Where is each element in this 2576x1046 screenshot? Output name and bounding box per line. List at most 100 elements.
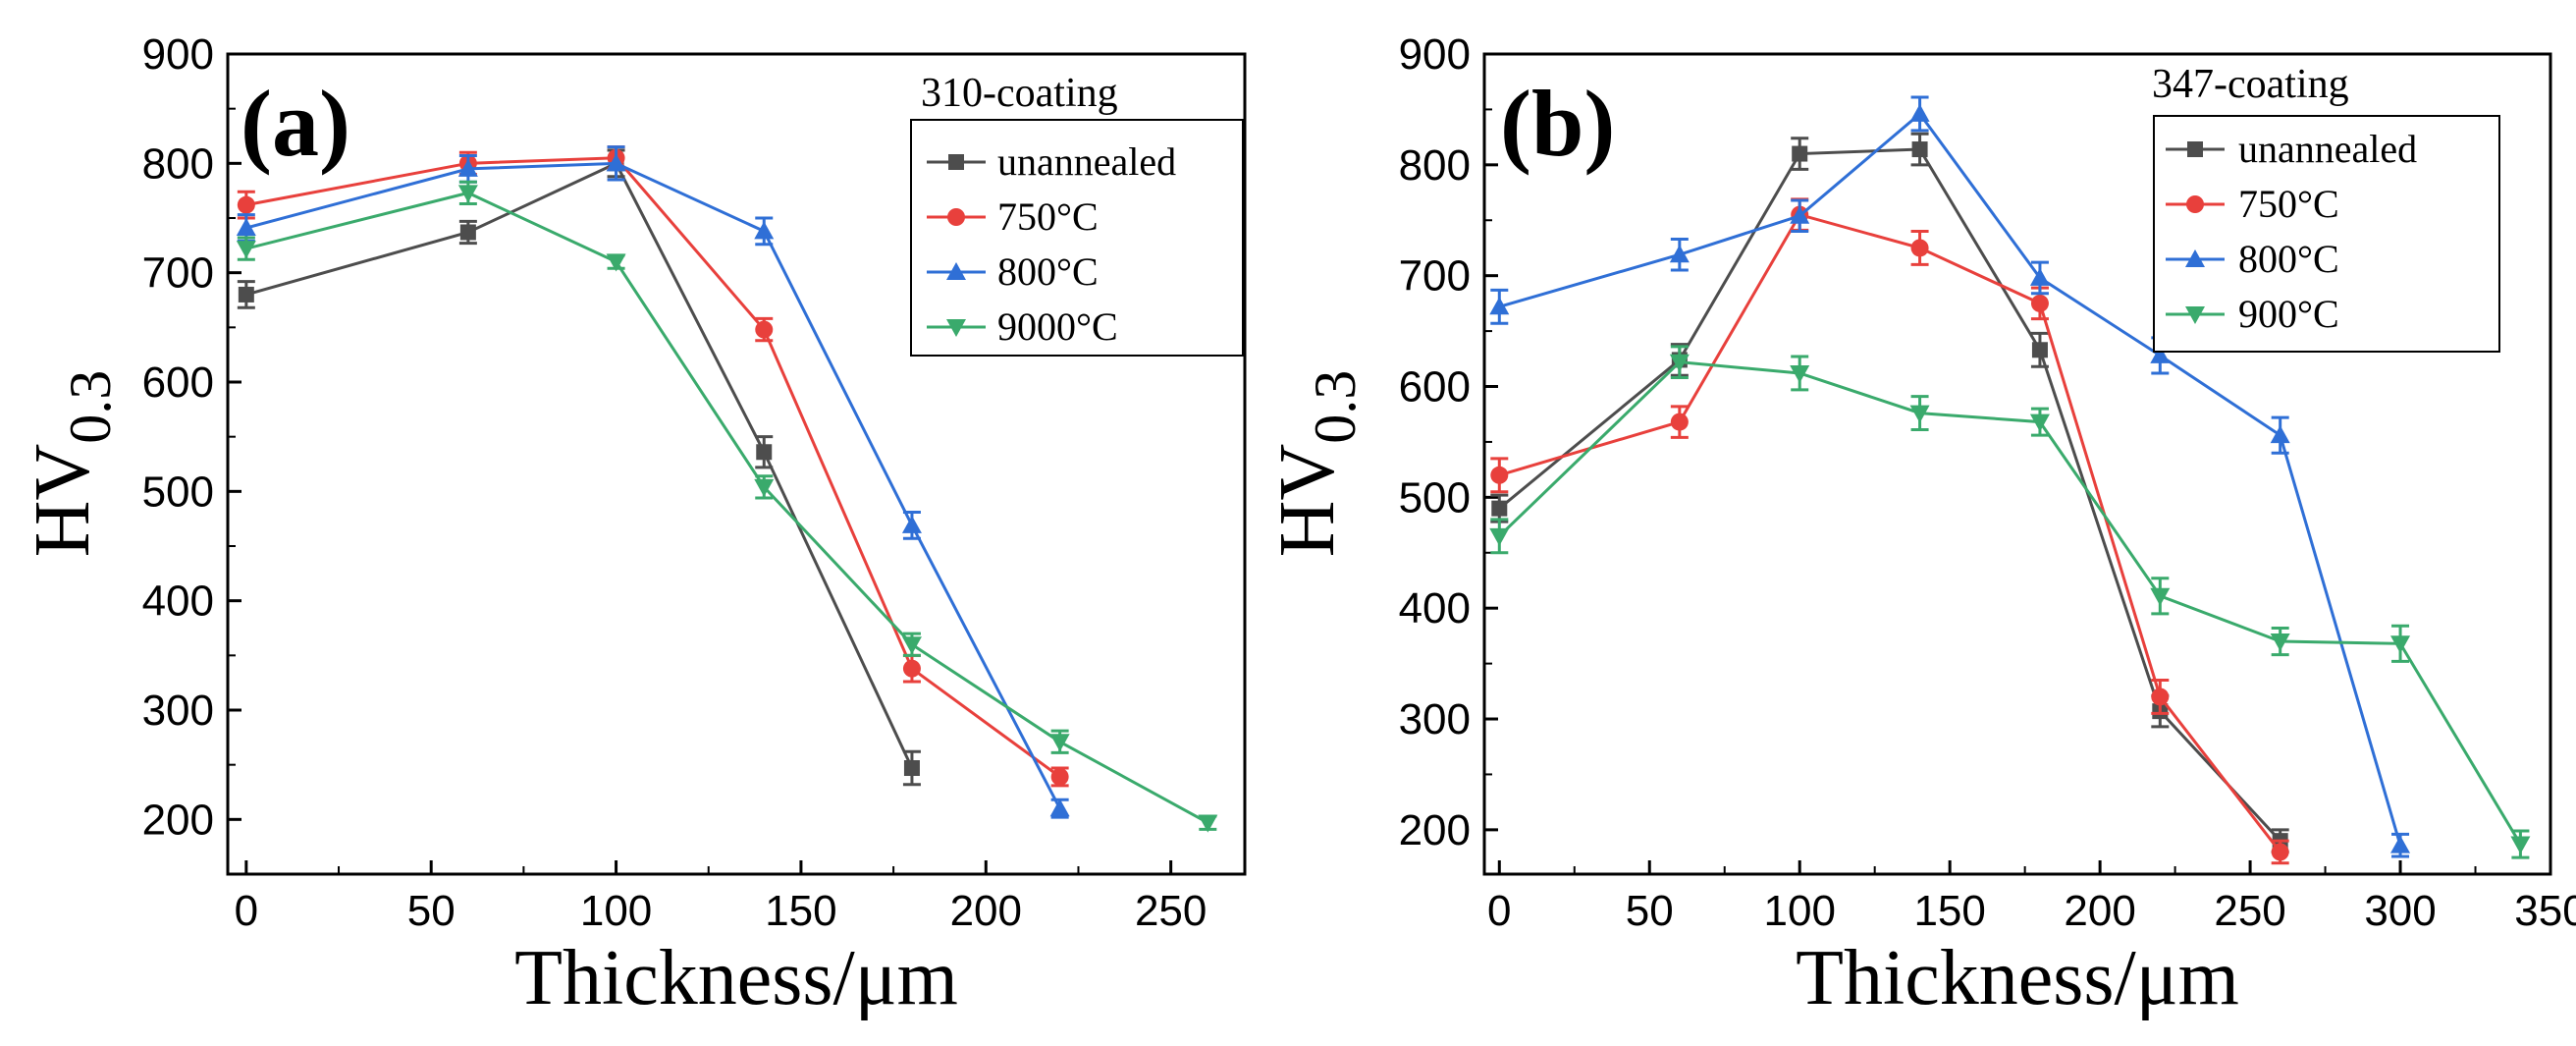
x-tick-label: 50: [1626, 887, 1674, 935]
y-tick-label: 800: [142, 139, 214, 188]
x-tick-label: 100: [580, 887, 652, 935]
data-point: [2031, 342, 2048, 358]
legend-entry: 750°C: [2238, 182, 2339, 226]
x-tick-label: 150: [765, 887, 836, 935]
y-tick-label: 200: [1399, 806, 1471, 854]
data-point: [901, 515, 922, 533]
data-point: [2390, 835, 2411, 853]
series-line: [1498, 360, 2522, 846]
legend-entry: 9000°C: [997, 304, 1118, 349]
series-800°C: [236, 145, 1070, 819]
data-point: [459, 224, 476, 241]
series-line: [245, 161, 914, 769]
plot-frame: [1482, 52, 2552, 876]
panel-label: (b): [1500, 71, 1615, 176]
data-point: [2270, 633, 2290, 652]
series-9000°C: [236, 180, 1218, 833]
series-line: [245, 156, 1061, 779]
data-point: [1050, 767, 1069, 786]
data-point: [754, 478, 775, 497]
y-tick-label: 900: [142, 30, 214, 79]
data-point: [901, 636, 922, 655]
data-point: [2185, 306, 2205, 324]
x-tick-label: 100: [1764, 887, 1836, 935]
data-point: [1489, 297, 1510, 315]
data-point: [2030, 294, 2049, 312]
x-tick-label: 0: [235, 887, 258, 935]
legend-box: [910, 119, 1244, 357]
data-point: [1910, 239, 1929, 257]
legend-title: 347-coating: [2152, 62, 2349, 107]
y-tick-label: 300: [142, 687, 214, 735]
y-tick-label: 500: [1399, 473, 1471, 522]
series-800°C: [1489, 95, 2411, 858]
data-point: [1790, 364, 1810, 383]
y-axis-title: HV0.3: [20, 370, 123, 558]
legend-entry: unannealed: [997, 139, 1176, 184]
data-point: [948, 154, 964, 170]
data-point: [1790, 205, 1810, 224]
data-point: [947, 208, 965, 226]
y-axis-title-main: HV: [20, 444, 106, 558]
series-line: [1498, 111, 2402, 847]
x-tick-label: 350: [2514, 887, 2576, 935]
data-point: [2029, 413, 2050, 432]
legend-entry: 750°C: [997, 194, 1099, 239]
data-point: [1911, 141, 1928, 158]
x-tick-label: 150: [1913, 887, 1985, 935]
data-point: [902, 659, 921, 678]
series-line: [245, 161, 1061, 809]
legend-entry: 900°C: [2238, 292, 2339, 336]
data-point: [2510, 836, 2531, 854]
plot-frame: [226, 52, 1247, 876]
data-point: [1198, 814, 1218, 833]
y-axis-title-main: HV: [1264, 444, 1351, 558]
y-tick-label: 300: [1399, 695, 1471, 743]
y-tick-label: 600: [142, 358, 214, 407]
data-point: [1909, 405, 1930, 423]
y-tick-label: 800: [1399, 141, 1471, 190]
y-tick-label: 600: [1399, 363, 1471, 412]
data-point: [2185, 249, 2205, 267]
y-axis-title-subscript: 0.3: [1303, 370, 1368, 444]
legend-title: 310-coating: [921, 71, 1118, 116]
data-point: [236, 241, 256, 259]
legend-entry: 800°C: [2238, 237, 2339, 281]
data-point: [2151, 688, 2170, 706]
legend: 310-coating unannealed 750°C 800°C 9000°C: [910, 71, 1244, 357]
data-point: [1670, 413, 1689, 431]
data-point: [1049, 734, 1070, 752]
x-tick-label: 300: [2364, 887, 2436, 935]
data-point: [946, 319, 966, 337]
y-tick-label: 700: [1399, 252, 1471, 301]
data-point: [2390, 635, 2411, 654]
y-tick-label: 500: [142, 468, 214, 516]
data-point: [1792, 145, 1808, 162]
data-point: [237, 195, 255, 214]
data-point: [2150, 345, 2171, 363]
data-point: [2186, 195, 2204, 213]
data-point: [2150, 587, 2171, 606]
series-900°C: [1489, 345, 2531, 859]
data-point: [2187, 141, 2203, 157]
x-tick-label: 250: [2214, 887, 2285, 935]
legend-entry: 800°C: [997, 249, 1099, 294]
data-point: [1489, 527, 1510, 546]
legend-box: [2153, 115, 2500, 353]
data-point: [457, 158, 478, 177]
data-point: [1909, 103, 1930, 122]
y-tick-label: 400: [142, 578, 214, 626]
x-tick-label: 50: [407, 887, 456, 935]
data-point: [1490, 466, 1509, 484]
data-point: [946, 262, 966, 280]
data-point: [755, 320, 774, 339]
data-point: [238, 286, 254, 303]
data-point: [236, 218, 256, 237]
y-tick-label: 700: [142, 249, 214, 298]
panel-a-chart: 0 50 100 150 200 250 200 300 400 500 600 700 800 900 T…: [20, 30, 1247, 1021]
legend: 347-coating unannealed 750°C 800°C 900°C: [2152, 62, 2500, 353]
x-tick-label: 250: [1135, 887, 1207, 935]
data-point: [606, 253, 626, 272]
y-axis-title-subscript: 0.3: [58, 370, 123, 444]
